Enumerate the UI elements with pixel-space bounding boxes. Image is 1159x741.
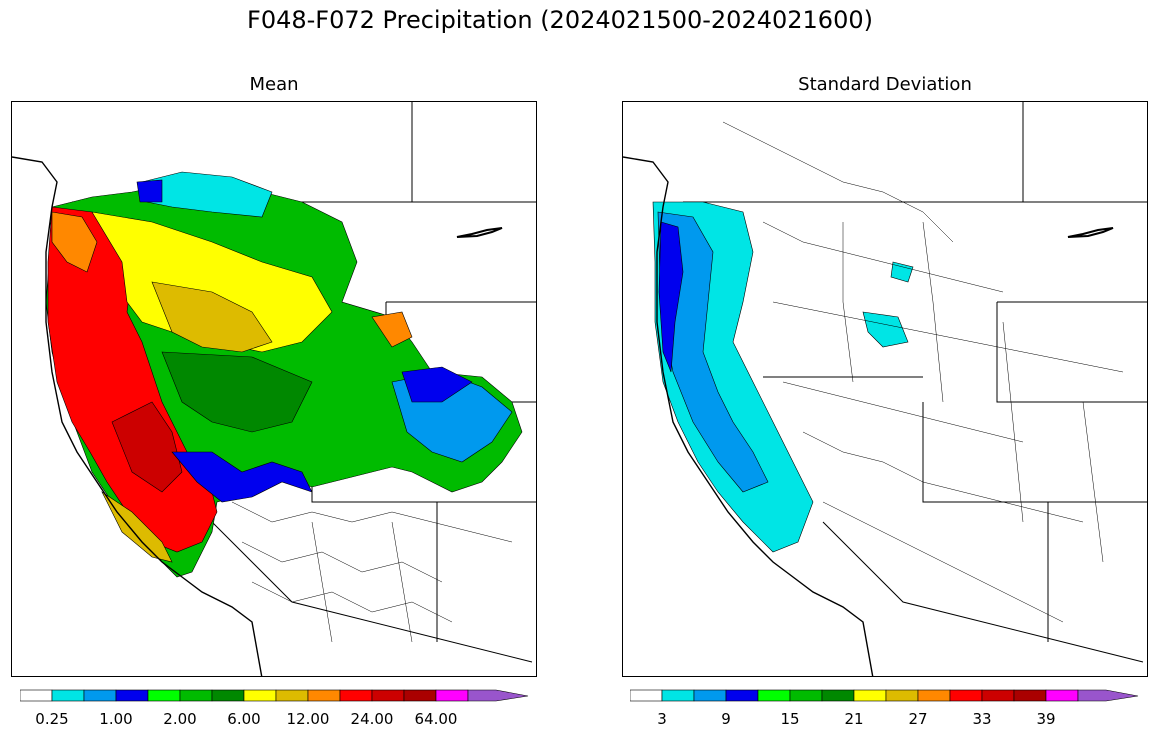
- colorbar-tick-label: 39: [1036, 710, 1056, 728]
- colorbar-swatch: [435, 689, 469, 702]
- colorbar-tick-label: 0.25: [35, 710, 69, 728]
- colorbar-swatch: [757, 689, 791, 702]
- colorbar-tick-label: 3: [657, 710, 667, 728]
- mean-colorbar-swatches: [20, 689, 529, 702]
- great-lakes-outline: [1067, 227, 1114, 238]
- colorbar-swatch: [821, 689, 855, 702]
- colorbar-tick-label: 33: [972, 710, 992, 728]
- mean-map-canvas: [12, 102, 536, 676]
- colorbar-swatch: [275, 689, 309, 702]
- colorbar-tick-label: 12.00: [286, 710, 330, 728]
- canada-border: [1022, 102, 1147, 203]
- basin-region-gold: [151, 281, 273, 353]
- basin-region-blue-south: [171, 451, 313, 503]
- colorbar-tick-label: 15: [780, 710, 800, 728]
- mean-colorbar: [20, 689, 529, 702]
- mean-map: [11, 101, 537, 677]
- colorbar-tick-label: 21: [844, 710, 864, 728]
- basin-region-blue-north: [136, 179, 163, 203]
- stddev-region-cyan-small: [890, 261, 914, 283]
- colorbar-swatch: [403, 689, 437, 702]
- basin-outlines-south: [231, 501, 513, 643]
- colorbar-swatch: [115, 689, 149, 702]
- colorbar-swatch: [211, 689, 245, 702]
- colorbar-swatch: [885, 689, 919, 702]
- basin-region-yellow: [91, 211, 333, 353]
- stddev-region-lightblue: [657, 211, 769, 493]
- colorbar-swatch: [981, 689, 1015, 702]
- basin-region-darkred: [111, 401, 183, 493]
- colorbar-tick-label: 2.00: [163, 710, 197, 728]
- colorbar-tick-label: 24.00: [350, 710, 394, 728]
- colorbar-swatch: [789, 689, 823, 702]
- colorbar-swatch: [339, 689, 373, 702]
- colorbar-swatch: [83, 689, 117, 702]
- stddev-map: [622, 101, 1148, 677]
- colorbar-swatch: [371, 689, 405, 702]
- colorbar-swatch: [179, 689, 213, 702]
- great-lakes-outline: [456, 227, 503, 238]
- coastline: [12, 156, 263, 676]
- colorbar-tick-label: 9: [721, 710, 731, 728]
- colorbar-swatch: [661, 689, 695, 702]
- colorbar-swatch: [243, 689, 277, 702]
- colorbar-swatch: [693, 689, 727, 702]
- stddev-map-canvas: [623, 102, 1147, 676]
- basin-region-cyan-north: [141, 171, 273, 218]
- colorbar-tick-label: 64.00: [414, 710, 458, 728]
- basin-region-blue-east: [401, 366, 473, 403]
- colorbar-swatch: [20, 689, 53, 702]
- mean-panel-title: Mean: [249, 74, 299, 95]
- stddev-region-blue: [658, 221, 684, 373]
- basin-outlines: [722, 121, 1124, 623]
- basin-region-darkgreen: [161, 351, 313, 433]
- state-border-ne: [996, 301, 1147, 403]
- colorbar-tick-label: 6.00: [227, 710, 261, 728]
- mexico-border: [211, 521, 533, 663]
- stddev-panel-title: Standard Deviation: [798, 74, 972, 95]
- canada-border: [411, 102, 536, 203]
- colorbar-swatch: [307, 689, 341, 702]
- basin-region-orange: [51, 211, 98, 273]
- colorbar-swatch: [1077, 689, 1139, 702]
- colorbar-swatch: [467, 689, 529, 702]
- stddev-colorbar: [630, 689, 1139, 702]
- mexico-border: [822, 521, 1144, 663]
- colorbar-swatch: [630, 689, 663, 702]
- colorbar-tick-label: 27: [908, 710, 928, 728]
- stddev-colorbar-swatches: [630, 689, 1139, 702]
- colorbar-swatch: [147, 689, 181, 702]
- colorbar-swatch: [1013, 689, 1047, 702]
- colorbar-swatch: [949, 689, 983, 702]
- colorbar-swatch: [917, 689, 951, 702]
- basin-region-orange-east: [371, 311, 413, 348]
- figure-title: F048-F072 Precipitation (2024021500-2024…: [247, 6, 873, 34]
- colorbar-swatch: [51, 689, 85, 702]
- colorbar-swatch: [853, 689, 887, 702]
- state-border-e: [922, 402, 1147, 503]
- colorbar-tick-label: 1.00: [99, 710, 133, 728]
- colorbar-swatch: [725, 689, 759, 702]
- basin-region-gold-south: [101, 491, 173, 563]
- coastline: [623, 156, 874, 676]
- colorbar-swatch: [1045, 689, 1079, 702]
- stddev-region-cyan-east: [862, 311, 909, 348]
